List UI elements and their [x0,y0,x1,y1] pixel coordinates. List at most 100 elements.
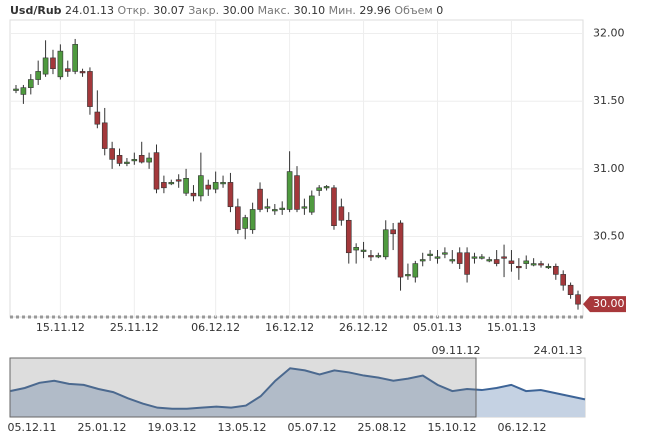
candle-body [575,294,581,305]
candle-body [279,207,286,210]
candle-body [353,247,359,251]
x-tick-label: 15.01.13 [487,321,536,334]
candle-body [264,206,271,209]
candle-body [109,148,115,160]
candle-body [72,44,78,72]
candle-body [79,71,86,74]
candle-body [101,122,108,149]
candle-body [138,155,145,163]
candle-body [545,265,552,269]
candle-body [486,259,493,262]
y-tick-label: 31.50 [593,94,625,107]
candle-body [124,161,130,164]
candle-body [523,260,530,264]
candle-body [212,182,219,190]
candle-body [242,217,249,229]
x-tick-label: 26.12.12 [339,321,388,334]
candle-body [345,219,352,254]
candle-body [205,184,212,190]
open-label: Откр. [118,4,150,17]
candle-body [471,256,478,259]
candle-body [368,255,374,258]
candle-body [131,159,138,162]
candle-body [227,182,234,208]
x-tick-label: 15.11.12 [36,321,85,334]
volume-label: Объем [394,4,432,17]
candle-body [434,256,441,259]
candle-body [449,259,456,262]
candle-body [57,50,64,78]
candle-body [175,179,182,182]
candle-body [538,263,544,266]
candle-body [220,182,226,185]
candle-body [501,256,507,259]
candle-body [412,263,419,278]
candle-body [493,259,500,264]
candle-body [272,209,278,212]
candle-body [405,274,411,277]
candle-body [442,252,448,255]
header: Usd/Rub 24.01.13 Откр. 30.07 Закр. 30.00… [10,4,443,17]
high-label: Макс. [258,4,290,17]
candle-body [146,157,152,163]
candle-body [294,175,300,210]
volume: 0 [436,4,443,17]
navigator-label: 15.10.12 [428,421,477,434]
close-label: Закр. [188,4,219,17]
candle-body [419,259,426,262]
candle-body [323,186,330,189]
candle-body [50,57,56,70]
candle-body [397,222,404,278]
candle-body [257,188,263,210]
navigator-label: 19.03.12 [148,421,197,434]
navigator-label: 25.01.12 [78,421,127,434]
candle-body [286,171,293,210]
candle-body [116,155,123,164]
candle-body [64,68,71,72]
candle-body [20,87,27,95]
candle-body [390,229,396,235]
navigator-label: 05.07.12 [288,421,337,434]
candle-body [94,111,101,125]
navigator-line [9,367,586,410]
navigator-label: 13.05.12 [218,421,267,434]
candle-body [42,57,49,75]
candle-body [567,284,574,296]
candle-body [508,260,515,264]
candle-body [183,178,189,194]
candle-body [516,265,522,269]
candle-body [13,88,19,91]
open: 30.07 [153,4,185,17]
x-tick-label: 25.11.12 [110,321,159,334]
y-tick-label: 30.50 [593,230,625,243]
close: 30.00 [223,4,255,17]
candle-body [35,71,41,80]
navigator-label: 25.08.12 [358,421,407,434]
candle-body [530,263,537,266]
x-tick-label: 16.12.12 [265,321,314,334]
candle-body [331,187,337,226]
navigator-window [9,357,477,418]
range-start: 09.11.12 [432,344,481,357]
navigator-label: 06.12.12 [498,421,547,434]
navigator-area [10,368,585,417]
candle-body [249,209,256,231]
candle-body [198,175,204,197]
candle-body [161,182,167,189]
candle-body [427,253,433,256]
date: 24.01.13 [65,4,114,17]
range-end: 24.01.13 [534,344,583,357]
navigator-label: 05.12.11 [8,421,57,434]
candle-body [338,206,345,221]
price-tag-label: 30.00 [593,297,625,310]
x-tick-label: 05.01.13 [413,321,462,334]
high: 30.10 [294,4,326,17]
symbol: Usd/Rub [10,4,62,17]
candle-body [464,252,470,275]
candle-body [479,256,485,259]
candle-body [235,206,241,231]
y-tick-label: 32.00 [593,27,625,40]
candle-body [316,187,322,191]
candle-body [375,255,382,258]
